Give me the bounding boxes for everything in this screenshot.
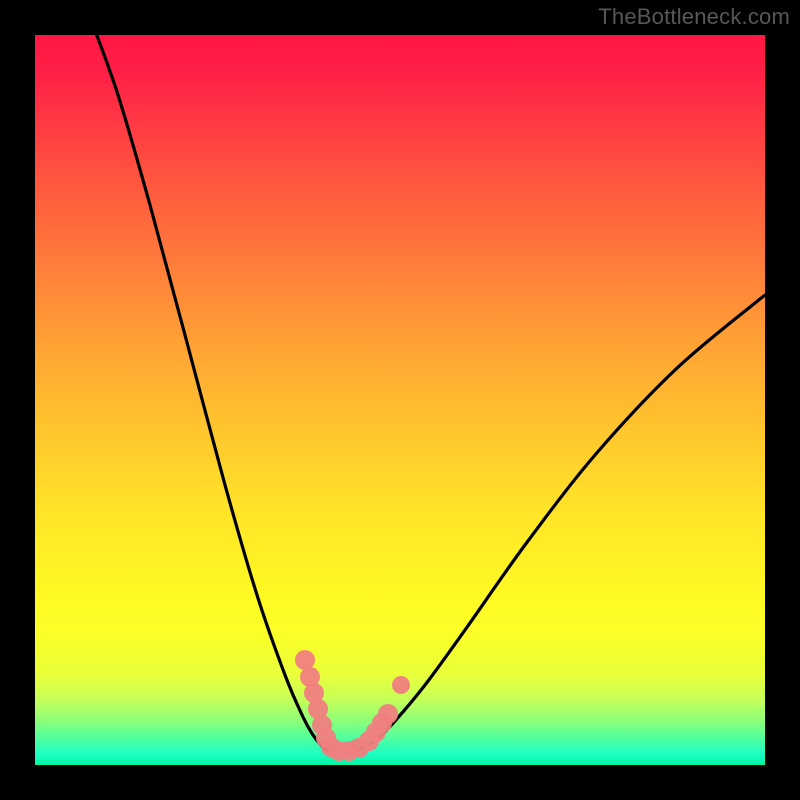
marker-dot: [392, 676, 410, 694]
plot-area: [35, 35, 765, 765]
marker-dot: [295, 650, 315, 670]
curve-left: [93, 25, 337, 753]
marker-dot: [378, 704, 398, 724]
curves-layer: [35, 35, 765, 765]
watermark: TheBottleneck.com: [598, 4, 790, 30]
markers-group: [295, 650, 410, 761]
